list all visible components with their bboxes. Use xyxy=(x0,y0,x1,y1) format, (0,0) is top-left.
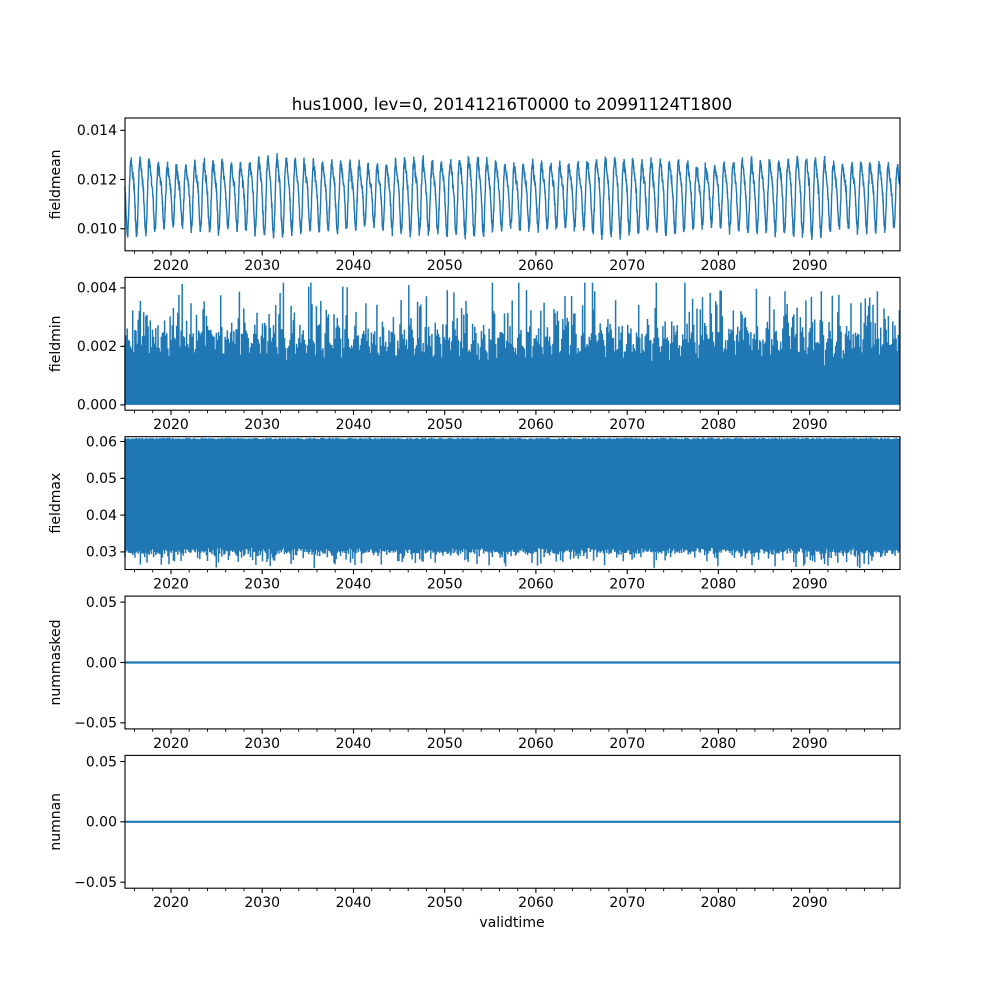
y-tick-label: 0.06 xyxy=(86,434,117,450)
y-tick-label: 0.05 xyxy=(86,471,117,487)
x-tick-label: 2050 xyxy=(427,895,463,911)
axes-frame xyxy=(124,117,901,252)
x-tick-label: 2030 xyxy=(244,736,280,752)
x-tick-label: 2050 xyxy=(427,736,463,752)
y-tick-label: 0.03 xyxy=(86,545,117,561)
y-tick-label: 0.00 xyxy=(86,655,117,671)
x-tick-label: 2040 xyxy=(336,895,372,911)
y-tick-label: 0.014 xyxy=(77,123,117,139)
x-tick-label: 2050 xyxy=(427,577,463,593)
y-tick-label: 0.00 xyxy=(86,815,117,831)
x-tick-label: 2080 xyxy=(701,577,737,593)
x-tick-label: 2060 xyxy=(518,417,554,433)
x-tick-label: 2090 xyxy=(792,577,828,593)
y-tick-label: −0.05 xyxy=(74,716,117,732)
y-axis-label: numnan xyxy=(48,793,64,851)
y-tick-label: −0.05 xyxy=(74,875,117,891)
series-fieldmax xyxy=(124,437,901,568)
subplot-fieldmax: 2020 2030 2040 2050 2060 2070 2080 2090 0.03 0.04… xyxy=(48,434,901,593)
y-tick-label: 0.05 xyxy=(86,754,117,770)
x-tick-label: 2070 xyxy=(609,736,645,752)
x-tick-label: 2080 xyxy=(701,736,737,752)
x-tick-label: 2060 xyxy=(518,895,554,911)
x-tick-label: 2060 xyxy=(518,736,554,752)
subplot-numnan: 2020 2030 2040 2050 2060 2070 2080 2090 −0.05 0.0… xyxy=(48,754,901,911)
y-axis-label: fieldmax xyxy=(48,473,64,534)
figure-title: hus1000, lev=0, 20141216T0000 to 2099112… xyxy=(292,95,732,114)
x-tick-label: 2070 xyxy=(609,417,645,433)
x-tick-label: 2040 xyxy=(336,417,372,433)
x-tick-label: 2020 xyxy=(153,258,189,274)
x-tick-label: 2090 xyxy=(792,736,828,752)
x-tick-label: 2040 xyxy=(336,258,372,274)
x-tick-label: 2070 xyxy=(609,577,645,593)
x-tick-label: 2020 xyxy=(153,736,189,752)
series-fieldmean xyxy=(124,153,901,241)
x-tick-label: 2060 xyxy=(518,258,554,274)
x-tick-label: 2080 xyxy=(701,417,737,433)
x-tick-label: 2050 xyxy=(427,417,463,433)
y-tick-label: 0.004 xyxy=(77,281,117,297)
x-tick-label: 2080 xyxy=(701,895,737,911)
x-tick-label: 2020 xyxy=(153,577,189,593)
x-tick-label: 2040 xyxy=(336,736,372,752)
y-axis-label: nummasked xyxy=(48,619,64,705)
y-tick-label: 0.04 xyxy=(86,508,117,524)
x-tick-label: 2030 xyxy=(244,577,280,593)
x-tick-label: 2020 xyxy=(153,895,189,911)
x-tick-label: 2090 xyxy=(792,417,828,433)
x-tick-label: 2040 xyxy=(336,577,372,593)
y-tick-label: 0.05 xyxy=(86,595,117,611)
x-axis-title: validtime xyxy=(479,915,544,931)
y-axis-label: fieldmean xyxy=(48,149,64,219)
x-tick-label: 2050 xyxy=(427,258,463,274)
y-tick-label: 0.010 xyxy=(77,222,117,238)
y-tick-label: 0.002 xyxy=(77,339,117,355)
x-tick-label: 2070 xyxy=(609,258,645,274)
axes-frame xyxy=(124,276,901,411)
y-tick-label: 0.012 xyxy=(77,172,117,188)
x-tick-label: 2020 xyxy=(153,417,189,433)
x-tick-label: 2060 xyxy=(518,577,554,593)
x-tick-label: 2090 xyxy=(792,258,828,274)
x-tick-label: 2080 xyxy=(701,258,737,274)
x-tick-label: 2070 xyxy=(609,895,645,911)
subplot-nummasked: 2020 2030 2040 2050 2060 2070 2080 2090 −0.05 0.0… xyxy=(48,595,901,752)
y-axis-label: fieldmin xyxy=(48,315,64,372)
x-tick-label: 2030 xyxy=(244,258,280,274)
x-tick-label: 2030 xyxy=(244,895,280,911)
subplot-fieldmin: 2020 2030 2040 2050 2060 2070 2080 2090 0.000 0.0… xyxy=(48,276,901,433)
series-fieldmin xyxy=(124,282,901,405)
x-tick-label: 2090 xyxy=(792,895,828,911)
axes-frame xyxy=(124,436,901,571)
y-tick-label: 0.000 xyxy=(77,398,117,414)
subplots-group: 2020 2030 2040 2050 2060 2070 2080 2090 0.010 0.0… xyxy=(48,117,901,911)
subplot-fieldmean: 2020 2030 2040 2050 2060 2070 2080 2090 0.010 0.0… xyxy=(48,117,901,274)
x-tick-label: 2030 xyxy=(244,417,280,433)
